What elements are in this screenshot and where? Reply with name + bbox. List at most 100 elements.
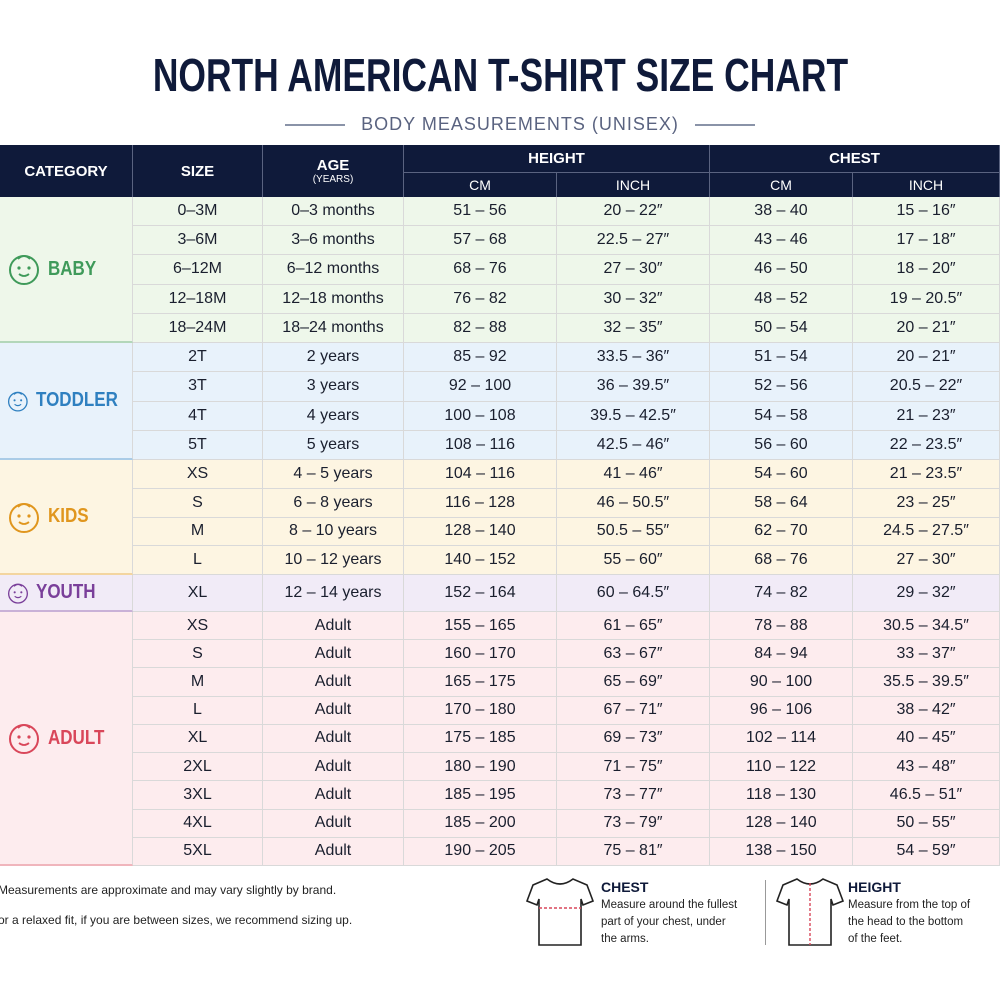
table-cell: 40 – 45″ [853,724,1000,754]
table-cell: 54 – 60 [710,460,853,489]
table-cell: 20 – 22″ [557,197,710,227]
table-cell: 12 – 14 years [263,575,404,612]
table-cell: 74 – 82 [710,575,853,612]
table-cell: 190 – 205 [404,837,557,866]
table-cell: 29 – 32″ [853,575,1000,612]
table-cell: Adult [263,753,404,782]
table-cell: 23 – 25″ [853,488,1000,518]
table-cell: 33 – 37″ [853,640,1000,669]
table-cell: 27 – 30″ [557,255,710,285]
table-cell: 180 – 190 [404,753,557,782]
category-label: TODDLER [35,389,118,411]
rule [285,124,345,126]
table-cell: Adult [263,724,404,754]
table-cell: 0–3 months [263,197,404,227]
table-cell: 63 – 67″ [557,640,710,669]
table-cell: 18–24 months [263,313,404,343]
guide-title: CHEST [601,879,649,895]
table-cell: 60 – 64.5″ [557,575,710,612]
table-cell: 30 – 32″ [557,284,710,314]
table-cell: 90 – 100 [710,668,853,697]
table-cell: 46 – 50 [710,255,853,285]
table-cell: Adult [263,640,404,669]
table-cell: 5XL [133,837,263,866]
table-cell: 52 – 56 [710,372,853,402]
table-cell: 38 – 40 [710,197,853,227]
table-cell: 6–12M [133,255,263,285]
guide-text: the head to the bottom [848,916,964,928]
table-cell: 138 – 150 [710,837,853,866]
table-cell: 108 – 116 [404,430,557,460]
guide-text: of the feet. [848,933,903,945]
table-cell: S [133,488,263,518]
table-cell: XL [133,575,263,612]
table-cell: 4 years [263,401,404,431]
table-cell: 20.5 – 22″ [853,372,1000,402]
table-cell: XL [133,724,263,754]
divider [765,880,766,945]
table-cell: 76 – 82 [404,284,557,314]
guide-text: Measure from the top of [848,899,971,911]
table-cell: 27 – 30″ [853,546,1000,575]
table-cell: 51 – 54 [710,343,853,373]
table-cell: 152 – 164 [404,575,557,612]
category-label: ADULT [48,726,105,749]
table-cell: 4 – 5 years [263,460,404,489]
table-cell: M [133,668,263,697]
face-icon [9,724,39,754]
table-cell: 6 – 8 years [263,488,404,518]
table-cell: 73 – 77″ [557,781,710,810]
header-cell: INCH [853,172,1000,197]
table-cell: 46 – 50.5″ [557,488,710,518]
table-cell: 56 – 60 [710,430,853,460]
table-cell: 22 – 23.5″ [853,430,1000,460]
table-cell: 5 years [263,430,404,460]
subtitle: BODY MEASUREMENTS (UNISEX) [361,114,679,134]
table-cell: 185 – 195 [404,781,557,810]
table-cell: XS [133,460,263,489]
table-cell: Adult [263,612,404,641]
table-cell: 3 years [263,372,404,402]
table-cell: 43 – 46 [710,226,853,256]
table-cell: 185 – 200 [404,809,557,838]
title: NORTH AMERICAN T-SHIRT SIZE CHART [152,49,848,101]
table-cell: Adult [263,668,404,697]
table-cell: 12–18M [133,284,263,314]
table-cell: 175 – 185 [404,724,557,754]
table-cell: L [133,546,263,575]
table-cell: 68 – 76 [404,255,557,285]
table-cell: 58 – 64 [710,488,853,518]
table-cell: 19 – 20.5″ [853,284,1000,314]
table-cell: Adult [263,781,404,810]
table-cell: 50 – 55″ [853,809,1000,838]
face-icon [9,502,39,533]
table-cell: 3XL [133,781,263,810]
table-cell: 51 – 56 [404,197,557,227]
table-cell: 92 – 100 [404,372,557,402]
table-cell: 4XL [133,809,263,838]
header-cell: SIZE [133,145,263,197]
guide-text: Measure around the fullest [601,899,738,911]
header-cell: HEIGHT [404,145,710,172]
header-cell: AGE (YEARS) [263,145,404,197]
table-cell: 67 – 71″ [557,696,710,725]
table-cell: 6–12 months [263,255,404,285]
face-icon [8,583,28,604]
footnote: or a relaxed fit, if you are between siz… [0,913,353,927]
table-cell: 102 – 114 [710,724,853,754]
table-cell: 46.5 – 51″ [853,781,1000,810]
table-cell: 155 – 165 [404,612,557,641]
table-cell: 96 – 106 [710,696,853,725]
table-cell: 57 – 68 [404,226,557,256]
table-cell: 18 – 20″ [853,255,1000,285]
table-cell: 22.5 – 27″ [557,226,710,256]
rule [695,124,755,126]
table-cell: 84 – 94 [710,640,853,669]
header-cell: CHEST [710,145,1000,172]
guide-text: the arms. [601,933,649,945]
table-cell: 3–6 months [263,226,404,256]
table-cell: 110 – 122 [710,753,853,782]
table-cell: 3T [133,372,263,402]
table-cell: 2T [133,343,263,373]
